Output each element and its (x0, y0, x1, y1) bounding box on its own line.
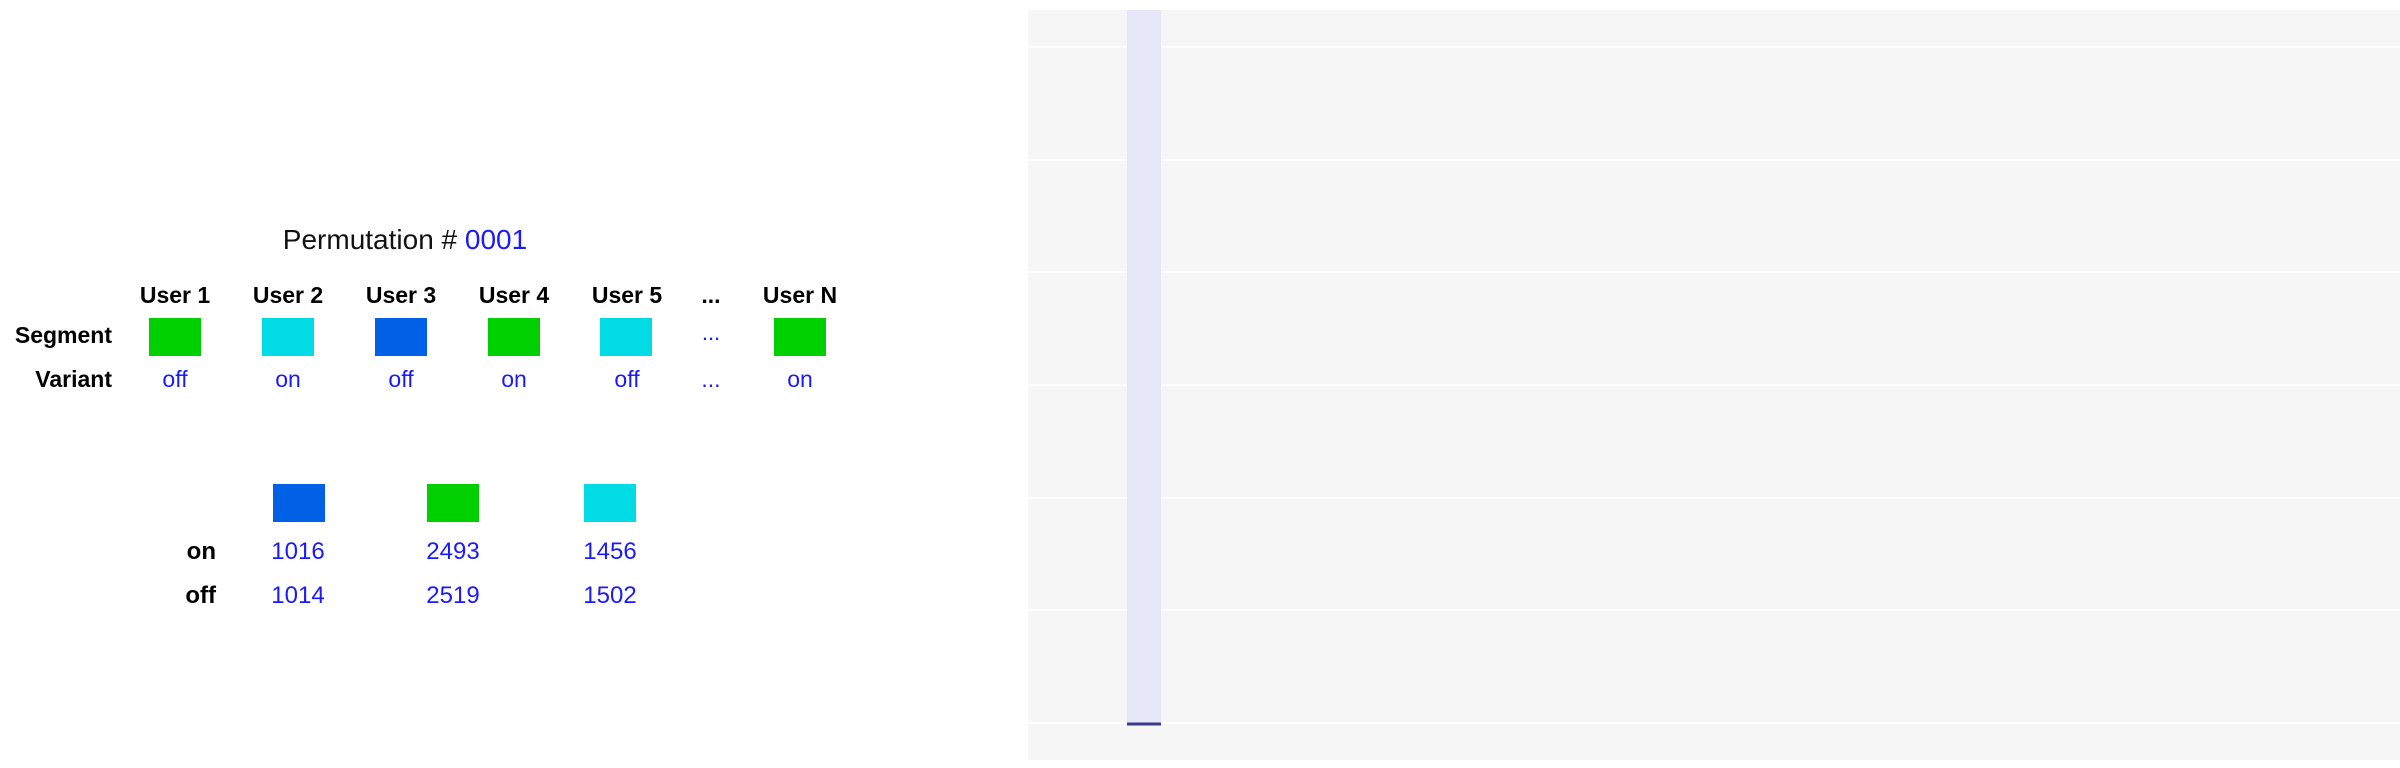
summary-segment-swatch (584, 484, 636, 522)
summary-segment-swatch (427, 484, 479, 522)
user-column-header: User 4 (478, 282, 550, 308)
ellipsis-column-header: ... (701, 282, 721, 308)
segment-swatch (488, 318, 540, 356)
summary-on-count: 1016 (271, 538, 325, 565)
segment-row-label: Segment (14, 322, 112, 348)
segment-swatch (375, 318, 427, 356)
permutation-number: 0001 (464, 224, 528, 255)
user-column-header: User 3 (365, 282, 437, 308)
user-column-header: User 2 (252, 282, 324, 308)
segment-swatch (600, 318, 652, 356)
histogram-bar (1127, 10, 1161, 723)
segment-swatch (262, 318, 314, 356)
variant-row-label: Variant (35, 366, 112, 392)
histogram-chart (1028, 10, 2400, 760)
user-column-header: User 5 (591, 282, 663, 308)
permutation-label: Permutation # (282, 224, 458, 255)
variant-value: on (275, 366, 301, 392)
summary-off-count: 2519 (426, 582, 480, 609)
variant-value: off (388, 366, 414, 392)
user-column-header: User N (762, 282, 838, 308)
summary-off-count: 1014 (271, 582, 325, 609)
segment-swatch (774, 318, 826, 356)
user-column-header: User 1 (139, 282, 211, 308)
segment-ellipsis: ... (701, 320, 721, 345)
summary-off-label: off (185, 582, 216, 609)
summary-on-count: 2493 (426, 538, 480, 565)
summary-segment-swatch (273, 484, 325, 522)
summary-on-count: 1456 (583, 538, 637, 565)
histogram-svg (1028, 10, 2400, 726)
variant-ellipsis: ... (701, 366, 721, 392)
permutation-title: Permutation # 0001 (0, 224, 810, 256)
summary-off-count: 1502 (583, 582, 637, 609)
variant-value: on (787, 366, 813, 392)
variant-value: off (162, 366, 188, 392)
summary-on-label: on (186, 538, 216, 565)
variant-value: off (614, 366, 640, 392)
segment-swatch (149, 318, 201, 356)
variant-value: on (501, 366, 527, 392)
